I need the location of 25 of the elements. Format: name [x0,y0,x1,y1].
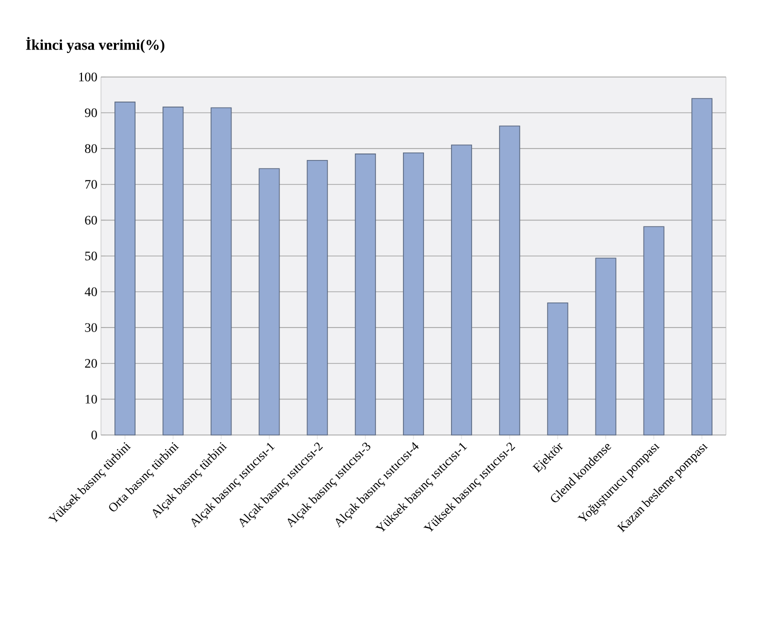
bar [595,258,616,436]
y-tick-label: 90 [84,108,97,118]
bar [691,98,712,436]
bar [499,126,520,436]
bar [451,144,472,436]
bar [162,106,184,436]
bar [114,102,136,436]
y-tick-label: 10 [86,394,97,404]
chart-title: İkinci yasa verimi(%) [26,36,164,53]
y-tick-label: 40 [84,287,97,296]
y-tick-label: 60 [85,216,97,225]
bar [354,154,376,436]
y-tick-label: 100 [79,72,97,82]
bar [402,152,424,436]
y-tick-label: 0 [91,430,97,440]
y-tick-label: 20 [85,359,97,368]
bar [258,168,280,436]
y-tick-label: 50 [85,252,97,260]
bar [547,302,568,436]
bar [210,107,232,436]
y-tick-label: 30 [85,323,97,332]
bar [306,160,328,436]
y-tick-label: 80 [85,144,97,153]
bar [643,226,664,436]
y-tick-label: 70 [85,180,97,189]
